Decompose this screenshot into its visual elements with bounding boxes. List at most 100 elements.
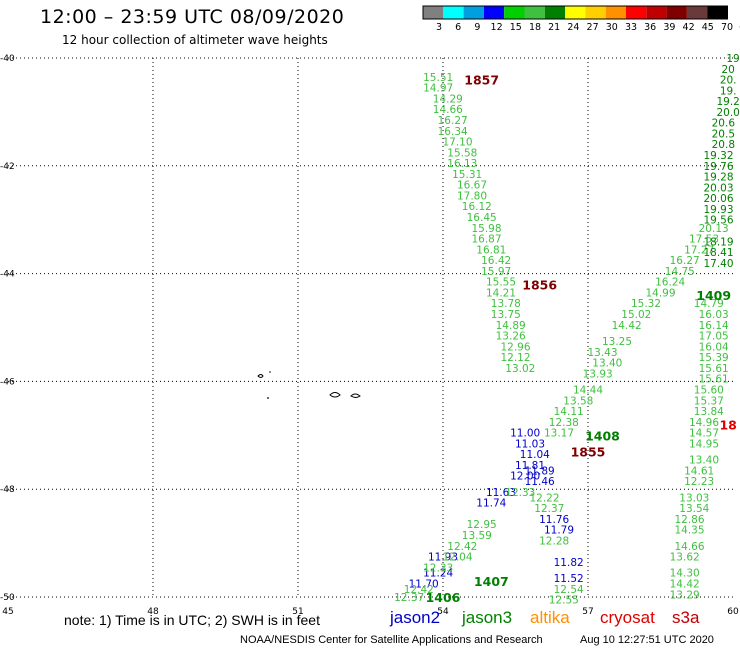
data-point-jason3: 13.40 [592,358,622,370]
data-point-cryosat: 16.13 [447,158,477,170]
data-point-jason3: 14.61 [684,465,714,477]
data-point-jason3: 14.11 [554,406,584,418]
legend-swatch [626,6,647,19]
data-point-jason3-north: 19. [720,85,737,97]
y-tick-label: -44 [0,270,15,280]
data-point-jason3: 14.35 [674,525,704,537]
data-point-cryosat: 15.58 [447,147,477,159]
data-point-jason2: 11.03 [515,438,545,450]
data-point-jason3: 14.44 [573,384,603,396]
data-point-jason3: 15.37 [694,395,724,407]
data-point-jason3: 15.02 [621,309,651,321]
data-point-cryosat: 16.45 [467,212,497,224]
data-point-jason3: 16.14 [699,320,729,332]
x-tick-label: 57 [582,607,593,617]
legend-label: 21 [548,22,560,33]
data-point-jason3: 13.62 [670,552,700,564]
data-point-cryosat: 12.12 [500,352,530,364]
data-point-jason3: 16.27 [670,255,700,267]
data-point-jason3: 12.54 [554,584,584,596]
legend-label: 30 [606,22,618,33]
time-label: 1856 [522,277,557,292]
data-point-cryosat: 13.26 [496,331,526,343]
data-point-jason2: 11.82 [554,557,584,569]
y-tick-label: -40 [0,54,15,64]
x-tick-label: 60 [727,607,739,617]
data-point-jason3-north: 20.03 [703,182,733,194]
data-point-jason3: 14.57 [689,428,719,440]
data-point-jason2: 11.70 [409,579,439,591]
legend-label: 45 [702,22,714,33]
data-point-jason3: 15.61 [699,363,729,375]
data-point-jason3: 13.93 [583,368,613,380]
legend-label: 6 [455,22,461,33]
data-point-jason3: 14.99 [645,287,675,299]
data-point-jason3-north: 19.93 [703,204,733,216]
data-point-jason3: 16.03 [699,309,729,321]
data-point-jason3: 15.60 [694,384,724,396]
data-point-jason3-north: 20. [720,75,737,87]
data-point-jason3: 13.03 [679,492,709,504]
data-point-jason3-north: 18.41 [703,247,733,259]
data-point-jason2: 11.52 [554,573,584,585]
data-point-jason3: 14.96 [689,417,719,429]
time-label: 1409 [696,288,731,303]
data-point-jason3-north: 20.8 [712,139,735,151]
data-point-jason3-north: 17.40 [703,258,733,270]
legend-label: 3 [436,22,442,33]
data-point-cryosat: 17.80 [457,190,487,202]
credit-text: NOAA/NESDIS Center for Satellite Applica… [240,634,543,646]
data-point-jason3-north: 20.06 [703,193,733,205]
legend-label: 27 [587,22,599,33]
timestamp-text: Aug 10 12:27:51 UTC 2020 [580,634,714,646]
data-point-cryosat: 15.31 [452,169,482,181]
x-tick-label: 51 [292,607,303,617]
data-point-cryosat: 16.34 [438,126,468,138]
chart-grid [8,58,733,597]
data-point-jason3-north: 19.2 [716,96,739,108]
satellite-label-s3a: s3a [672,608,700,627]
data-point-jason3-north: 20.0 [716,107,739,119]
data-point-cryosat: 12.96 [500,341,530,353]
legend-swatch [585,6,606,19]
data-point-cryosat: 16.87 [471,234,501,246]
data-point-jason3-north: 18.19 [703,236,733,248]
legend-swatch [544,6,566,19]
legend-swatch [483,6,505,19]
data-point-cryosat: 15.55 [486,277,516,289]
satellite-label-altika: altika [530,608,570,627]
data-point-jason3: 15.61 [699,374,729,386]
satellite-label-jason3: jason3 [462,608,513,627]
data-point-jason3: 13.40 [689,455,719,467]
data-point-jason2: 11.74 [476,498,506,510]
data-point-jason3: 13.84 [694,406,724,418]
data-point-jason3: 13.29 [670,589,700,601]
satellite-label-cryosat: cryosat [600,608,655,627]
legend-swatch [707,6,728,19]
legend-label: 24 [567,22,579,33]
data-point-jason3: 12.86 [674,514,704,526]
chart-title: 12:00 – 23:59 UTC 08/09/2020 [40,6,345,28]
data-point-jason3-north: 19.32 [703,150,733,162]
data-point-jason3: 12.37 [534,503,564,515]
y-tick-label: -50 [0,593,15,603]
data-point-jason3-north: 19 [726,53,739,65]
data-point-cryosat: 14.66 [433,104,463,116]
data-point-jason3-north: 20 [721,64,734,76]
time-label: 1406 [426,590,461,605]
data-point-cryosat: 16.81 [476,244,506,256]
data-point-jason3: 14.79 [694,298,724,310]
legend-swatch [443,6,464,19]
footer-note: note: 1) Time is in UTC; 2) SWH is in fe… [64,612,320,628]
legend-label: 18 [529,22,541,33]
legend-label: 70 [721,22,733,33]
x-tick-label: 45 [2,607,13,617]
data-point-jason3: 12.28 [539,535,569,547]
data-point-jason3: 20.13 [699,223,729,235]
data-point-jason3: 14.95 [689,438,719,450]
legend-label: 15 [510,22,522,33]
data-point-cryosat: 15.51 [423,72,453,84]
legend-label: 12 [491,22,503,33]
